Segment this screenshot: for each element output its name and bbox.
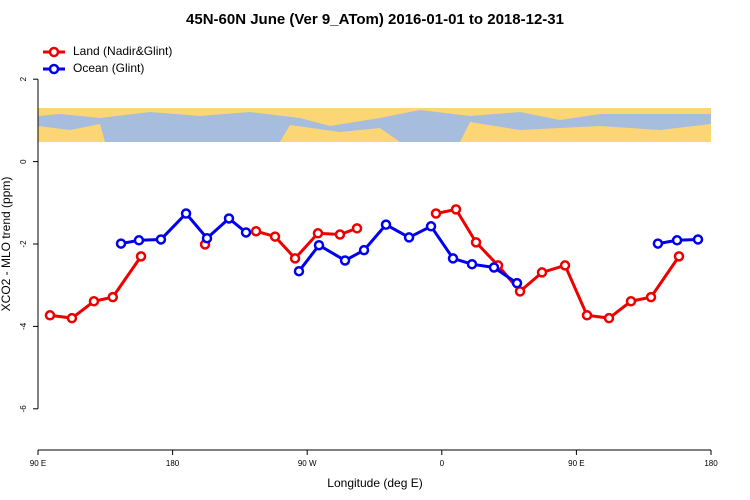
point xyxy=(559,260,571,271)
y-axis-label: XCO2 - MLO trend (ppm) xyxy=(0,177,13,312)
point xyxy=(603,312,615,324)
point xyxy=(115,238,127,249)
point xyxy=(470,237,482,248)
point xyxy=(107,291,119,303)
point xyxy=(312,228,324,239)
point xyxy=(250,225,262,237)
point xyxy=(133,235,145,246)
point xyxy=(88,296,100,307)
point xyxy=(180,208,192,219)
point xyxy=(645,291,657,303)
point xyxy=(201,232,213,244)
x-tick-label: 90 E xyxy=(30,459,46,468)
point xyxy=(269,231,281,242)
point xyxy=(240,227,252,238)
point xyxy=(511,277,523,289)
point xyxy=(466,258,478,270)
x-tick-label: 90 W xyxy=(298,459,317,468)
legend-label: Land (Nadir&Glint) xyxy=(73,44,172,58)
x-tick-label: 180 xyxy=(704,459,718,468)
point xyxy=(514,286,526,297)
point xyxy=(581,310,593,321)
point xyxy=(450,204,462,215)
point xyxy=(425,221,437,232)
point xyxy=(334,229,346,240)
legend-marker xyxy=(48,63,60,75)
point xyxy=(403,232,415,243)
point xyxy=(380,219,392,230)
y-tick-label: -4 xyxy=(19,322,28,330)
series-line xyxy=(49,207,681,320)
chart-title: 45N-60N June (Ver 9_ATom) 2016-01-01 to … xyxy=(186,11,564,28)
y-tick-label: 2 xyxy=(19,76,28,81)
point xyxy=(430,208,442,219)
point xyxy=(351,223,363,234)
point xyxy=(488,262,500,273)
point xyxy=(289,253,301,264)
point xyxy=(135,251,147,262)
x-tick-label: 90 E xyxy=(568,459,584,468)
map-band xyxy=(38,108,711,142)
point xyxy=(293,265,305,277)
point xyxy=(536,267,548,278)
point xyxy=(313,239,325,251)
y-tick-label: -6 xyxy=(19,405,28,413)
point xyxy=(44,310,56,321)
x-tick-label: 0 xyxy=(440,459,445,468)
legend-label: Ocean (Glint) xyxy=(73,61,144,75)
point xyxy=(358,244,370,256)
point xyxy=(66,312,78,324)
x-axis-label: Longitude (deg E) xyxy=(327,476,422,490)
point xyxy=(671,235,683,246)
point xyxy=(447,253,459,264)
point xyxy=(155,234,167,245)
point xyxy=(692,234,704,245)
point xyxy=(339,255,351,266)
point xyxy=(652,238,664,249)
y-tick-label: -2 xyxy=(19,240,28,248)
legend-marker xyxy=(48,46,60,58)
point xyxy=(625,296,637,307)
y-tick-label: 0 xyxy=(19,159,28,164)
x-tick-label: 180 xyxy=(166,459,180,468)
point xyxy=(673,251,685,262)
point xyxy=(223,213,235,224)
